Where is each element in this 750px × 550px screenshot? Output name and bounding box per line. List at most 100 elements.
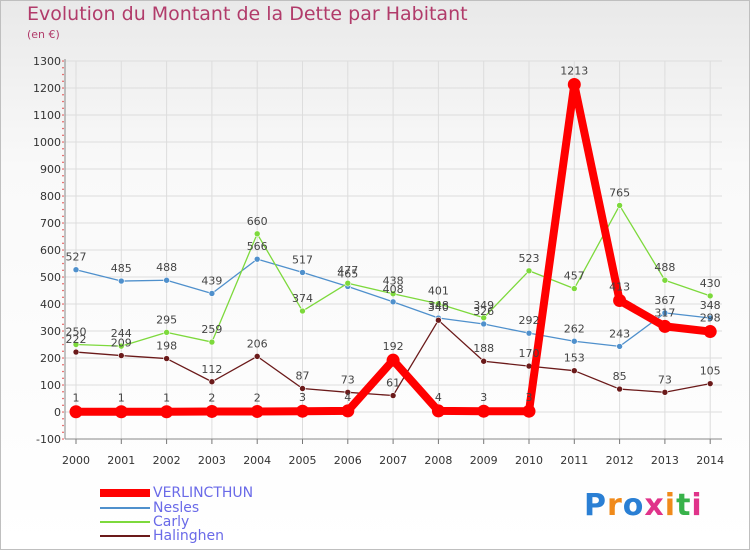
y-tick-label: 600 — [40, 244, 61, 257]
data-point — [160, 405, 174, 419]
data-label: 349 — [473, 299, 494, 312]
y-minor-mark — [62, 323, 64, 326]
y-minor-mark — [62, 154, 64, 157]
x-tick-label: 2000 — [62, 454, 90, 467]
data-label: 198 — [156, 340, 177, 353]
data-point — [208, 378, 216, 386]
data-point — [525, 329, 533, 337]
y-tick-label: 0 — [54, 406, 61, 419]
chart-title: Evolution du Montant de la Dette par Hab… — [27, 3, 468, 25]
data-label: 348 — [700, 299, 721, 312]
data-point — [616, 343, 623, 350]
y-minor-mark — [62, 431, 64, 434]
legend-swatch — [100, 507, 150, 509]
logo-letter: i — [691, 488, 703, 523]
y-minor-mark — [62, 357, 64, 359]
data-label: 192 — [383, 340, 404, 353]
data-label: 61 — [386, 377, 400, 390]
legend-item: Carly — [100, 515, 189, 529]
data-point — [435, 316, 442, 324]
data-label: 326 — [473, 305, 494, 318]
data-label: 112 — [201, 363, 222, 376]
y-minor-mark — [62, 303, 64, 305]
data-point — [477, 404, 491, 418]
data-point — [253, 230, 261, 238]
y-minor-mark — [62, 134, 64, 137]
legend-label: Carly — [153, 514, 190, 530]
data-point — [163, 329, 170, 336]
data-point — [661, 388, 669, 396]
y-minor-mark — [62, 269, 64, 272]
data-point — [435, 300, 442, 308]
x-tick-label: 2014 — [696, 454, 724, 467]
data-label: 430 — [700, 277, 721, 290]
data-label: 340 — [428, 301, 449, 314]
y-tick-label: 900 — [40, 163, 61, 176]
data-label: 348 — [428, 299, 449, 312]
y-minor-mark — [62, 411, 64, 413]
data-label: 413 — [609, 280, 630, 293]
data-label: 243 — [609, 327, 630, 340]
data-label: 206 — [247, 337, 268, 350]
logo-letter: t — [676, 488, 692, 523]
y-minor-mark — [62, 222, 64, 224]
y-minor-mark — [62, 404, 64, 407]
data-point — [706, 292, 714, 300]
logo-letter: r — [607, 488, 623, 523]
data-label: 523 — [519, 252, 540, 265]
data-point — [163, 276, 170, 284]
data-point — [253, 255, 261, 263]
data-point — [480, 314, 488, 322]
y-minor-mark — [62, 363, 64, 366]
data-label: 85 — [613, 370, 627, 383]
data-label: 527 — [66, 251, 87, 264]
y-tick-label: 800 — [40, 190, 61, 203]
data-point — [661, 276, 669, 284]
data-point — [525, 267, 533, 275]
legend-swatch — [100, 535, 150, 537]
data-label: 87 — [296, 370, 310, 383]
data-point — [118, 277, 125, 285]
logo-letter: P — [584, 488, 607, 523]
data-point — [389, 298, 397, 306]
data-label: 457 — [564, 270, 585, 283]
data-point — [118, 352, 125, 359]
data-label: 517 — [292, 253, 313, 266]
data-label: 1213 — [560, 64, 588, 77]
y-tick-label: 700 — [40, 217, 61, 230]
data-label: 660 — [247, 215, 268, 228]
data-label: 153 — [564, 352, 585, 365]
data-label: 4 — [435, 391, 442, 404]
y-minor-mark — [62, 107, 64, 110]
data-point — [613, 293, 627, 307]
data-label: 1 — [118, 392, 125, 405]
data-point — [72, 266, 80, 274]
data-point — [616, 385, 623, 393]
data-label: 222 — [66, 333, 87, 346]
proxiti-logo: Proxiti — [584, 488, 703, 523]
data-label: 1 — [73, 392, 80, 405]
data-point — [72, 341, 80, 348]
y-minor-mark — [62, 417, 64, 420]
y-tick-label: 1100 — [33, 109, 61, 122]
data-point — [118, 342, 125, 350]
y-minor-mark — [62, 235, 64, 238]
legend-label: Nesles — [153, 500, 200, 516]
y-minor-mark — [62, 100, 64, 103]
x-tick-label: 2003 — [198, 454, 226, 467]
data-point — [69, 405, 83, 419]
y-minor-mark — [62, 276, 64, 278]
data-label: 374 — [292, 292, 313, 305]
logo-letter: x — [644, 488, 665, 523]
y-minor-mark — [62, 255, 64, 258]
y-minor-mark — [62, 343, 64, 346]
y-minor-mark — [62, 181, 64, 184]
data-label: 488 — [654, 261, 675, 274]
y-minor-mark — [62, 127, 64, 130]
data-label: 2 — [208, 391, 215, 404]
data-label: 485 — [111, 262, 132, 275]
y-minor-mark — [62, 330, 64, 332]
y-minor-mark — [62, 66, 64, 69]
